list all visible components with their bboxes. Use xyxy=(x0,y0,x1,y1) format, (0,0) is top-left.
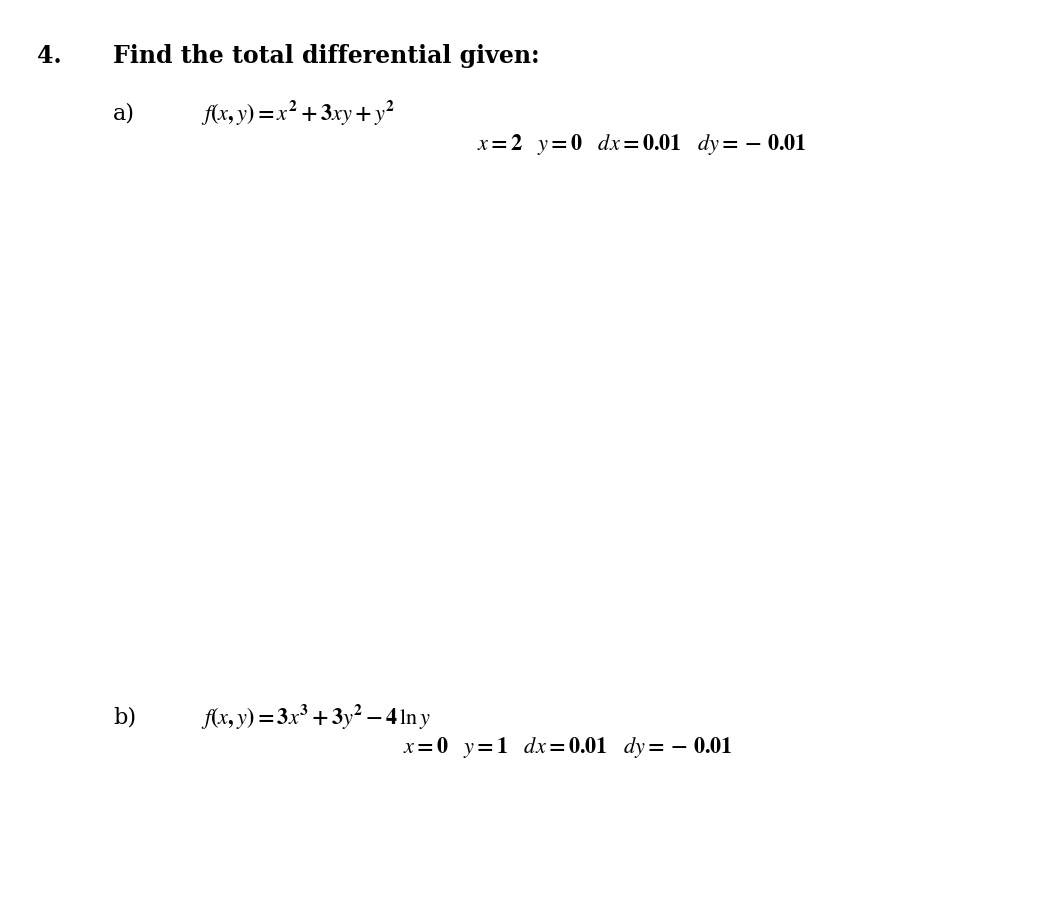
Text: $\mathbf{\mathit{x} = 2 \quad \mathit{y} = 0 \quad \mathit{dx} = 0.01 \quad \mat: $\mathbf{\mathit{x} = 2 \quad \mathit{y}… xyxy=(477,132,806,157)
Text: $\mathbf{\mathit{f}(\mathit{x}, \mathit{y}) = 3\mathit{x}^3 + 3\mathit{y}^2 - 4\: $\mathbf{\mathit{f}(\mathit{x}, \mathit{… xyxy=(201,702,431,731)
Text: $\mathbf{\mathit{f}(\mathit{x}, \mathit{y}) = \mathit{x}^2 + 3\mathit{x}\mathit{: $\mathbf{\mathit{f}(\mathit{x}, \mathit{… xyxy=(201,98,395,127)
Text: 4.: 4. xyxy=(37,44,61,67)
Text: $\mathbf{\mathit{x} = 0 \quad \mathit{y} = 1 \quad \mathit{dx} = 0.01 \quad \mat: $\mathbf{\mathit{x} = 0 \quad \mathit{y}… xyxy=(403,735,733,761)
Text: b): b) xyxy=(113,706,136,728)
Text: Find the total differential given:: Find the total differential given: xyxy=(113,44,540,67)
Text: a): a) xyxy=(113,103,135,124)
